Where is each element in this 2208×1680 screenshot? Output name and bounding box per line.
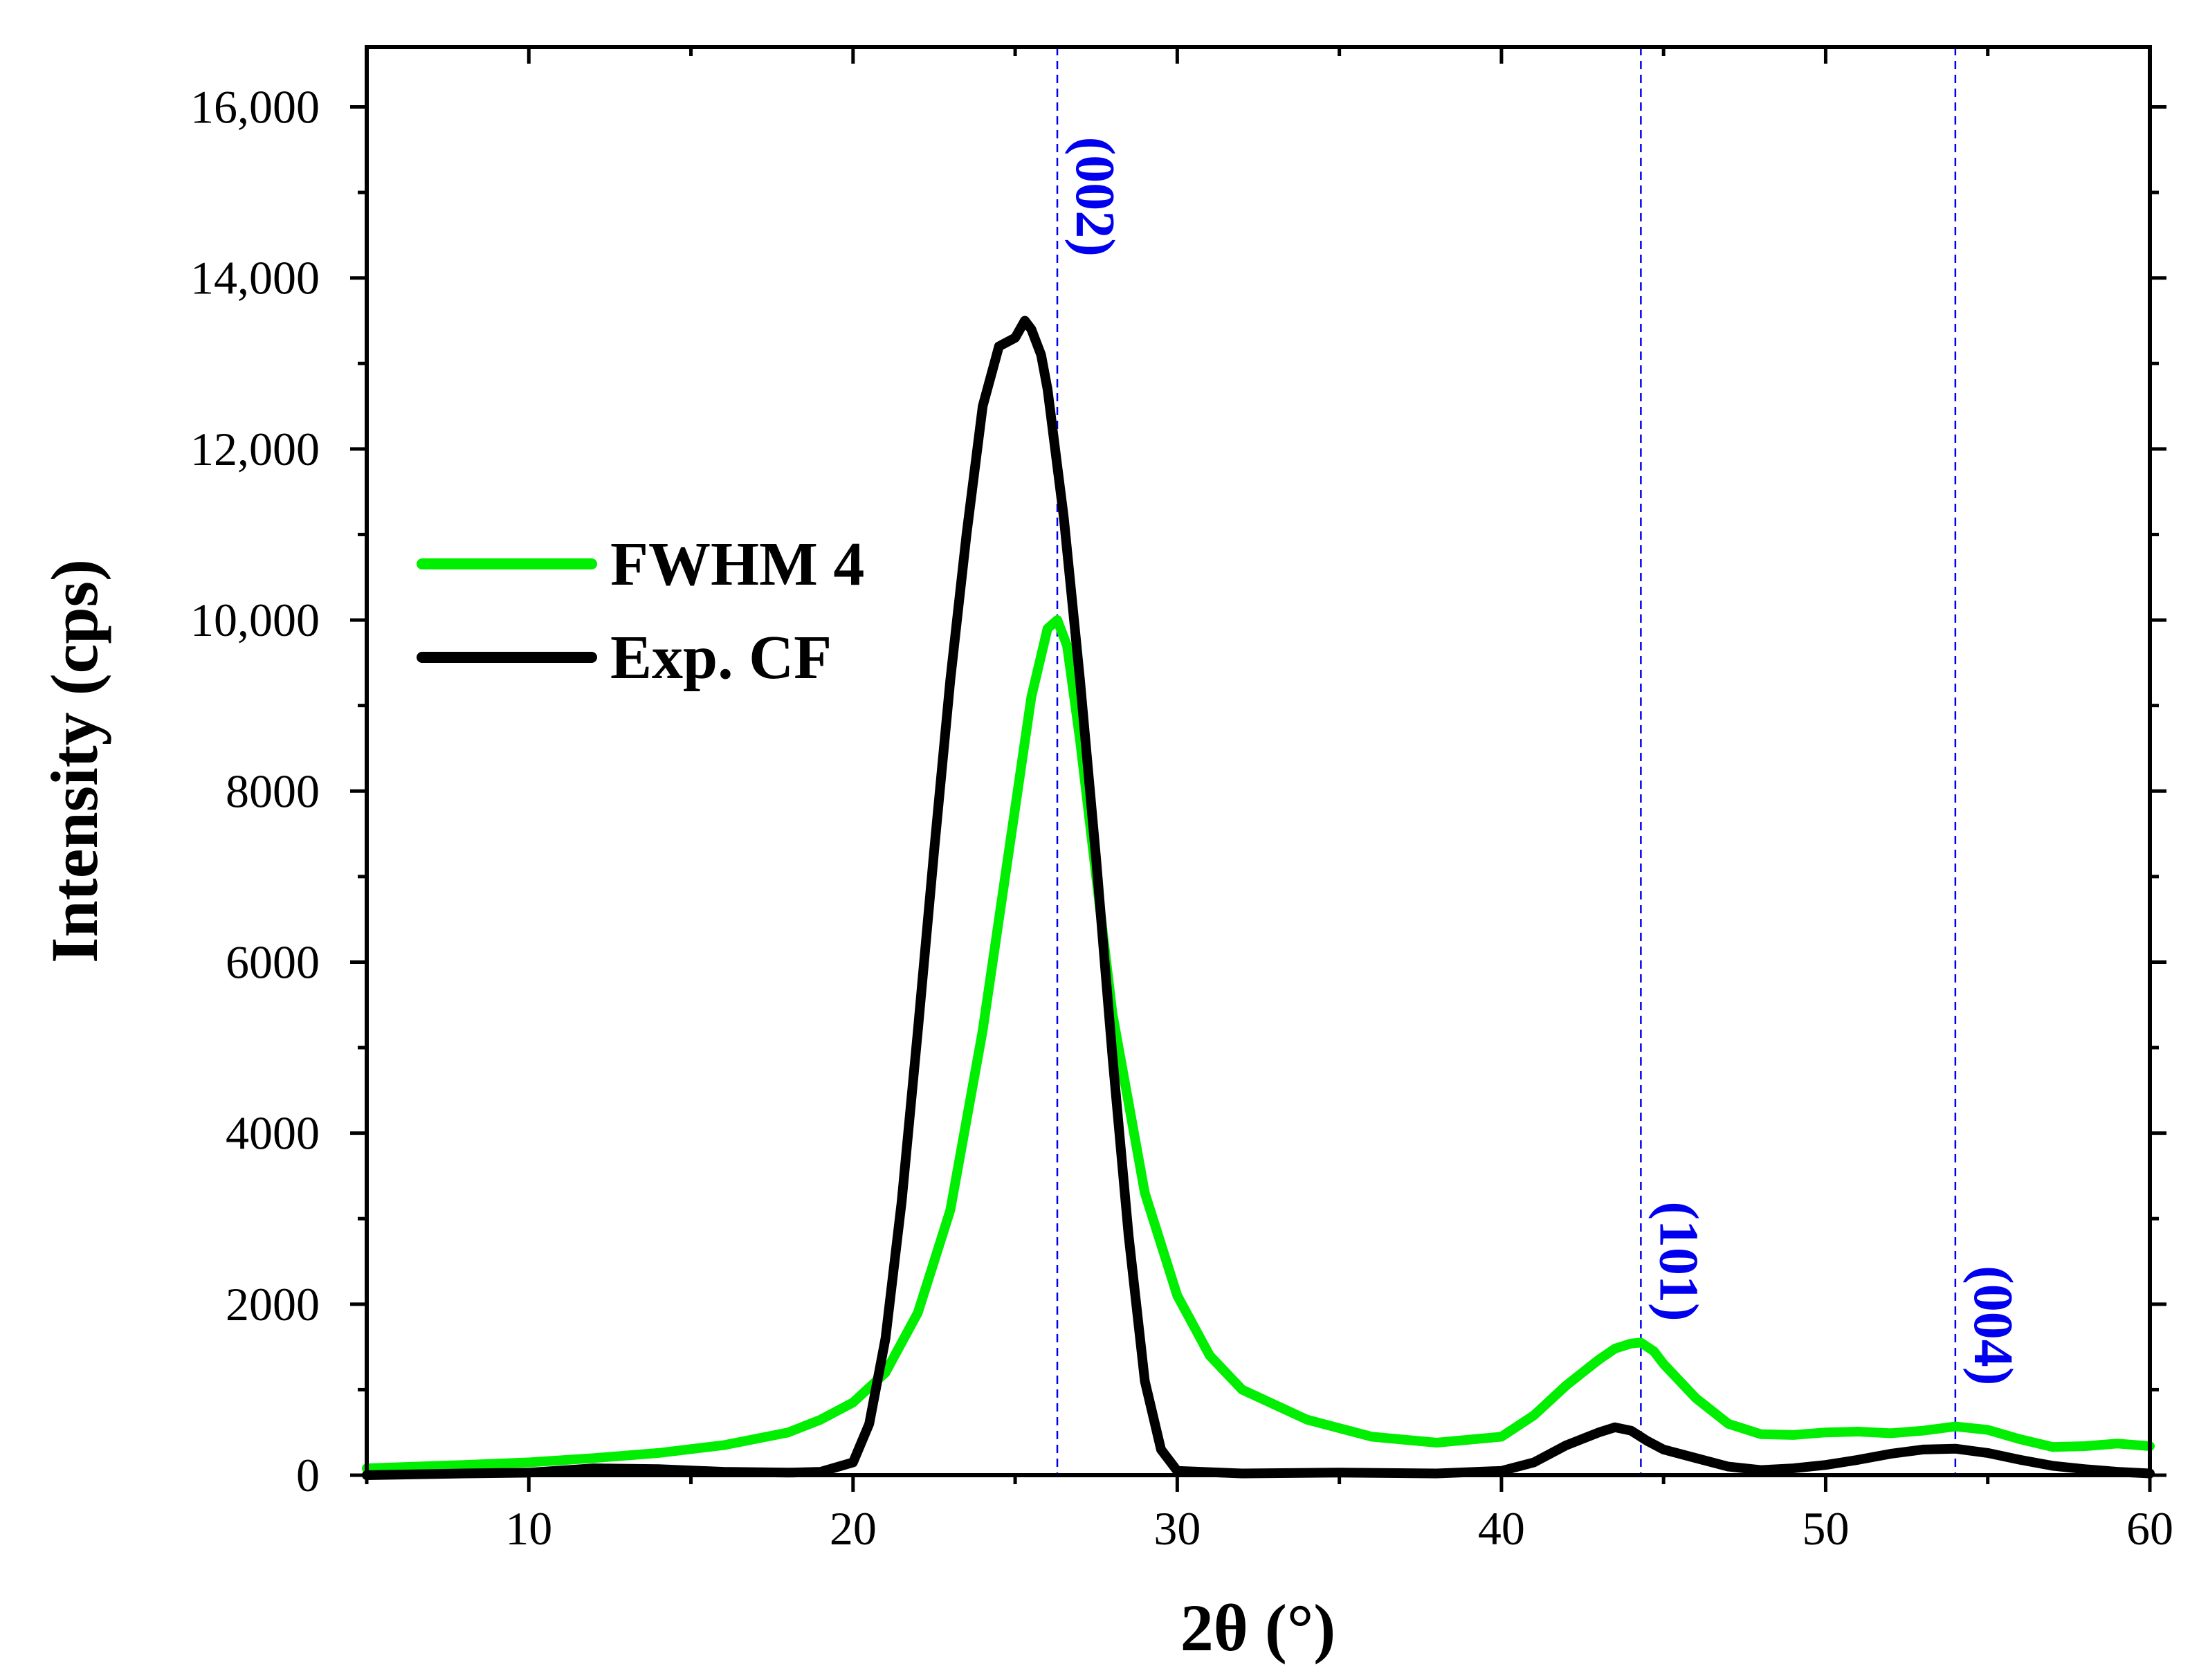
series-line-exp-cf <box>362 316 2155 1480</box>
peak-label-0: (002) <box>1064 137 1125 257</box>
y-tick-label: 0 <box>296 1449 320 1501</box>
y-tick-label: 4000 <box>226 1107 320 1160</box>
y-tick-label: 12,000 <box>190 423 320 475</box>
ticks-layer: 10 20 30 40 50 60 0 2000 4000 6000 8000 10,000 12,00… <box>190 47 2173 1555</box>
series-layer <box>362 316 2155 1480</box>
y-tick-label: 8000 <box>226 765 320 817</box>
x-axis-title: 2θ (°) <box>1180 1591 1335 1665</box>
peak-labels: (002) (101) (004) <box>1064 137 2023 1386</box>
legend-label-exp-cf: Exp. CF <box>610 623 832 692</box>
reference-lines <box>1056 47 1957 1475</box>
y-tick-label: 16,000 <box>190 81 320 134</box>
x-tick-label: 40 <box>1478 1502 1525 1555</box>
peak-label-1: (101) <box>1648 1201 1708 1321</box>
x-tick-label: 10 <box>505 1502 552 1555</box>
plot-frame <box>365 45 2152 1477</box>
y-tick-label: 2000 <box>226 1278 320 1331</box>
y-axis-title: Intensity (cps) <box>37 559 111 963</box>
y-tick-label: 6000 <box>226 935 320 988</box>
legend: FWHM 4 Exp. CF <box>417 530 864 692</box>
x-tick-label: 30 <box>1153 1502 1201 1555</box>
x-tick-label: 50 <box>1802 1502 1849 1555</box>
x-tick-label: 20 <box>830 1502 877 1555</box>
y-tick-label: 14,000 <box>190 252 320 304</box>
x-tick-label: 60 <box>2126 1502 2173 1555</box>
peak-label-2: (004) <box>1962 1266 2023 1385</box>
series-line-fwhm-4 <box>362 615 2155 1474</box>
y-tick-label: 10,000 <box>190 594 320 646</box>
legend-label-fwhm4: FWHM 4 <box>610 530 864 599</box>
